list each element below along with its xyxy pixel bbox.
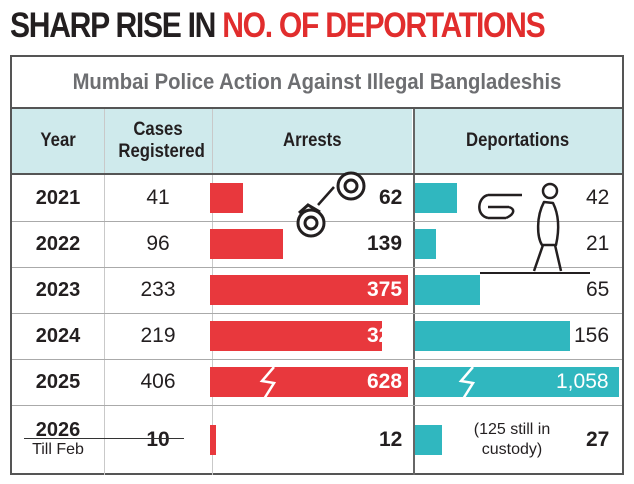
deportations-label-2026: 27 — [586, 428, 610, 451]
deportations-bar-2021 — [415, 183, 457, 213]
year-cell-2026: 2026 Till Feb — [32, 419, 84, 458]
deportations-bar-2026 — [415, 425, 442, 455]
custody-note-line-2: custody) — [481, 441, 543, 458]
year-cell-2021: 2021 — [35, 187, 81, 209]
deportations-label-2023: 65 — [586, 278, 610, 301]
deportations-label-2025: 1,058 — [556, 370, 609, 393]
year-cell-2023: 2023 — [35, 279, 81, 301]
arrests-label-2026: 12 — [379, 428, 403, 451]
row-divider-5 — [12, 405, 622, 406]
arrests-label-2024: 326 — [367, 324, 403, 347]
headline: SHARP RISE IN NO. OF DEPORTATIONS — [10, 4, 546, 48]
cases-cell-2022: 96 — [146, 232, 170, 255]
deportations-label-2022: 21 — [586, 232, 610, 255]
deportations-bar-2024 — [415, 321, 570, 351]
subtitle-divider — [12, 107, 622, 109]
arrests-bar-2024 — [210, 321, 382, 351]
cases-cell-2023: 233 — [140, 278, 176, 301]
row-divider-3 — [12, 313, 622, 314]
chart-subtitle: Mumbai Police Action Against Illegal Ban… — [72, 69, 562, 94]
deportations-bar-2022 — [415, 229, 436, 259]
chart-frame: Mumbai Police Action Against Illegal Ban… — [10, 55, 624, 475]
arrests-label-2022: 139 — [367, 232, 403, 255]
handcuffs-icon — [296, 171, 366, 238]
header-divider — [12, 173, 622, 175]
deportations-label-2024: 156 — [574, 324, 610, 347]
arrests-bar-2023 — [210, 275, 408, 305]
arrests-leader-line-2026 — [24, 438, 184, 439]
arrests-label-2021: 62 — [379, 186, 403, 209]
header-bg-deportations — [414, 109, 622, 173]
headline-part-1: SHARP RISE IN — [10, 6, 223, 45]
header-bg-arrests — [212, 109, 412, 173]
arrests-bar-2021 — [210, 183, 243, 213]
custody-note: (125 still in custody) — [452, 420, 572, 460]
row-divider-4 — [12, 359, 622, 360]
row-divider-2 — [12, 267, 622, 268]
header-bg-left — [12, 109, 212, 173]
arrests-bar-2026 — [210, 425, 216, 455]
col-divider-1 — [104, 109, 105, 475]
col-header-year: Year — [40, 130, 76, 151]
headline-part-2: NO. OF DEPORTATIONS — [222, 6, 545, 45]
cases-cell-2021: 41 — [146, 186, 170, 209]
arrests-bar-2022 — [210, 229, 283, 259]
arrests-label-2023: 375 — [367, 278, 403, 301]
cases-cell-2024: 219 — [140, 324, 176, 347]
year-cell-2022: 2022 — [35, 233, 81, 255]
year-note-2026: Till Feb — [32, 441, 84, 458]
deportations-bar-2023 — [415, 275, 480, 305]
year-cell-2025: 2025 — [35, 371, 81, 393]
deportations-label-2021: 42 — [586, 186, 610, 209]
cases-cell-2025: 406 — [140, 370, 176, 393]
col-divider-3 — [413, 109, 415, 475]
col-header-deportations: Deportations — [466, 130, 570, 151]
deportations-bar-2025 — [415, 367, 619, 397]
custody-note-line-1: (125 still in — [473, 421, 551, 438]
arrests-label-2025: 628 — [367, 370, 403, 393]
cases-cell-2026: 10 — [146, 428, 170, 451]
col-header-cases: Cases Registered — [118, 119, 205, 162]
deported-person-icon — [478, 182, 590, 274]
arrests-bar-2025 — [210, 367, 408, 397]
year-cell-2024: 2024 — [35, 325, 81, 347]
col-header-arrests: Arrests — [282, 130, 342, 151]
